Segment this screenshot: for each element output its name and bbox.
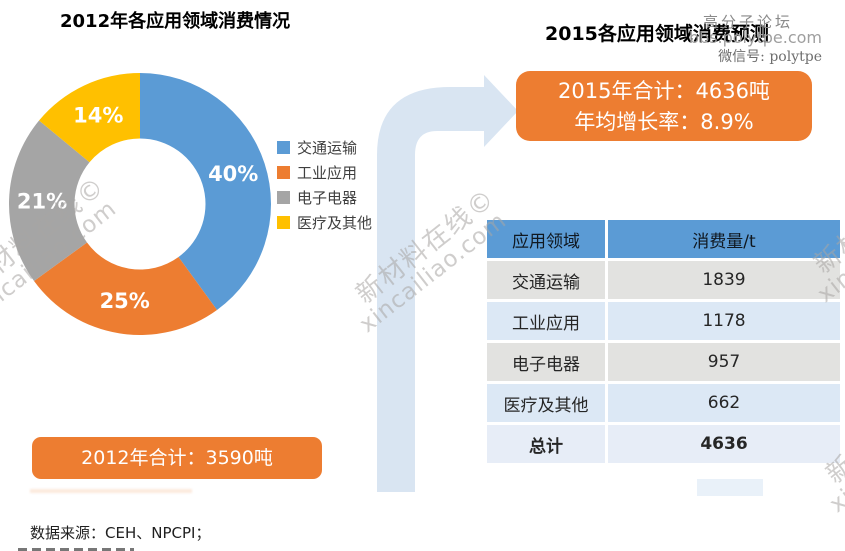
source-note: 数据来源：CEH、NPCPI； xyxy=(30,524,211,542)
legend-item-医疗及其他: 医疗及其他 xyxy=(277,210,372,235)
legend-label: 医疗及其他 xyxy=(297,214,373,232)
table-row-交通运输-cell: 交通运输 xyxy=(487,261,605,299)
donut-slice-医疗及其他 xyxy=(39,73,140,163)
legend-swatch-icon xyxy=(277,191,290,204)
table-row-医疗及其他: 医疗及其他 662 xyxy=(487,384,840,422)
table-reflection xyxy=(697,479,763,496)
table-row-电子电器-cell: 957 xyxy=(608,343,840,381)
slice-label: 25% xyxy=(100,289,150,313)
callout-2012-total: 2012年合计：3590吨 xyxy=(32,437,322,479)
table-row-医疗及其他-cell: 662 xyxy=(608,384,840,422)
slice-label: 21% xyxy=(17,189,67,213)
table-header-row-cell: 应用领域 xyxy=(487,220,605,258)
donut-slice-工业应用 xyxy=(34,242,217,335)
table-row-交通运输: 交通运输 1839 xyxy=(487,261,840,299)
legend-item-电子电器: 电子电器 xyxy=(277,185,372,210)
table-row-电子电器: 电子电器 957 xyxy=(487,343,840,381)
left-chart-title: 2012年各应用领域消费情况 xyxy=(60,11,291,32)
elbow-arrow-shape xyxy=(377,75,518,492)
legend-item-工业应用: 工业应用 xyxy=(277,160,372,185)
table-row-总计-cell: 4636 xyxy=(608,425,840,463)
elbow-arrow xyxy=(377,75,518,492)
callout-2015-line1: 2015年合计：4636吨 xyxy=(558,79,770,103)
site-watermark-name: 新材料在线© xyxy=(808,152,845,281)
table-row-工业应用: 工业应用 1178 xyxy=(487,302,840,340)
slice-label: 14% xyxy=(73,104,123,128)
legend-swatch-icon xyxy=(277,141,290,154)
donut-chart: 40% 25% 21% 14% xyxy=(9,73,271,335)
table-row-工业应用-cell: 1178 xyxy=(608,302,840,340)
cutoff-text-line xyxy=(18,548,134,551)
legend-label: 电子电器 xyxy=(297,189,358,207)
table-header-row: 应用领域 消费量/t xyxy=(487,220,840,258)
table-row-电子电器-cell: 电子电器 xyxy=(487,343,605,381)
legend-label: 交通运输 xyxy=(297,139,358,157)
forum-watermark-name: 高分子论坛 xyxy=(702,13,793,31)
table-row-工业应用-cell: 工业应用 xyxy=(487,302,605,340)
legend-item-交通运输: 交通运输 xyxy=(277,135,372,160)
legend-swatch-icon xyxy=(277,166,290,179)
donut-slice-交通运输 xyxy=(140,73,271,310)
table-row-医疗及其他-cell: 医疗及其他 xyxy=(487,384,605,422)
callout-2015-line2: 年均增长率：8.9% xyxy=(574,110,754,134)
legend-swatch-icon xyxy=(277,216,290,229)
callout-2012-reflection xyxy=(30,489,192,493)
legend-label: 工业应用 xyxy=(297,164,358,182)
chart-legend: 交通运输工业应用电子电器医疗及其他 xyxy=(277,135,372,235)
table-header-row-cell: 消费量/t xyxy=(608,220,840,258)
table-row-总计-cell: 总计 xyxy=(487,425,605,463)
callout-2015-total: 2015年合计：4636吨 年均增长率：8.9% xyxy=(516,71,812,141)
forum-watermark-wechat: 微信号: polytpe xyxy=(718,49,822,65)
forum-watermark-url: bbs.polytpe.com xyxy=(688,28,822,47)
slice-label: 40% xyxy=(208,162,258,186)
donut-slice-电子电器 xyxy=(9,120,90,281)
consumption-table: 应用领域 消费量/t 交通运输 1839 工业应用 1178 电子电器 957 医疗及其他 662… xyxy=(487,220,840,466)
right-chart-title: 2015各应用领域消费预测 xyxy=(545,23,769,45)
table-row-交通运输-cell: 1839 xyxy=(608,261,840,299)
table-row-总计: 总计 4636 xyxy=(487,425,840,463)
